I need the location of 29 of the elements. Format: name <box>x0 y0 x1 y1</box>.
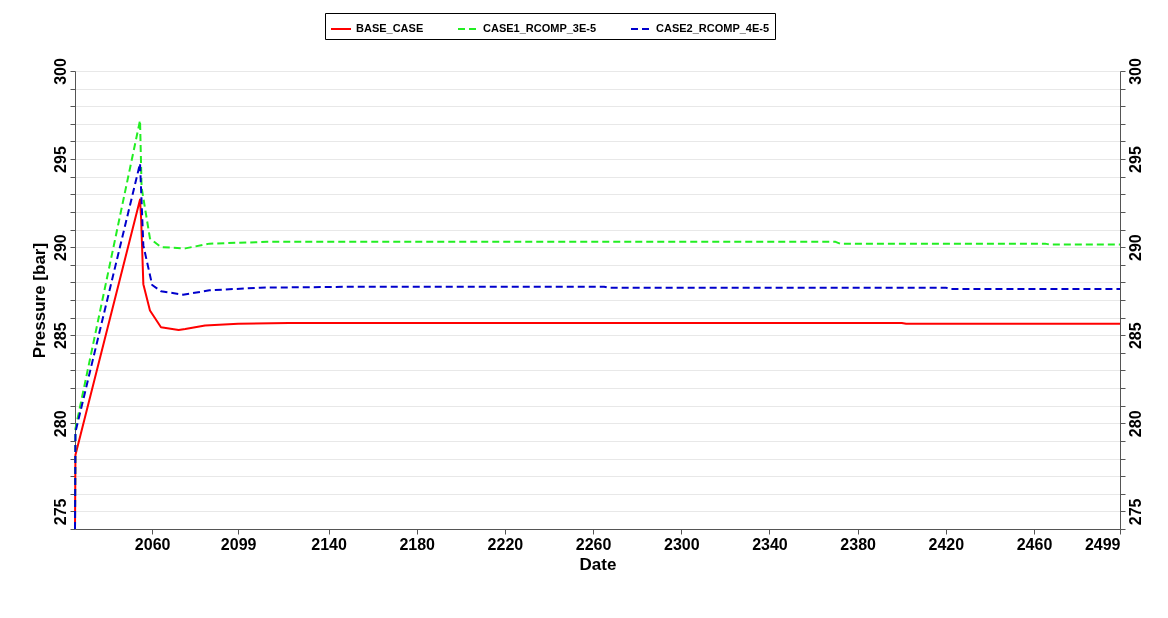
x-tick-label: 2099 <box>220 535 257 553</box>
x-tick-label: 2380 <box>840 535 877 553</box>
legend-label: BASE_CASE <box>356 22 424 34</box>
y-axis-title: Pressure [bar] <box>29 242 49 359</box>
y-tick-label: 295 <box>51 146 69 173</box>
legend-label: CASE2_RCOMP_4E-5 <box>656 22 770 34</box>
x-tick-label: 2060 <box>134 535 171 553</box>
legend-label: CASE1_RCOMP_3E-5 <box>483 22 597 34</box>
x-tick-label: 2180 <box>399 535 436 553</box>
x-tick-label: 2340 <box>752 535 788 553</box>
x-tick-label: 2499 <box>1084 535 1121 553</box>
x-tick-label: 2260 <box>575 535 612 553</box>
y2-tick-label: 300 <box>1126 58 1144 85</box>
y-tick-label: 290 <box>51 234 69 262</box>
x-tick-label: 2220 <box>487 535 524 553</box>
y2-tick-label: 285 <box>1126 322 1144 350</box>
x-axis-title: Date <box>579 554 617 574</box>
y-tick-label: 300 <box>51 58 69 85</box>
x-tick-label: 2300 <box>663 535 700 553</box>
y-tick-label: 280 <box>51 410 69 438</box>
x-tick-label: 2420 <box>928 535 965 553</box>
y2-tick-label: 290 <box>1126 234 1144 262</box>
y-tick-label: 285 <box>51 322 69 350</box>
y2-tick-label: 275 <box>1126 498 1144 526</box>
y2-tick-label: 280 <box>1126 410 1144 438</box>
y2-tick-label: 295 <box>1126 146 1144 173</box>
x-tick-label: 2460 <box>1016 535 1053 553</box>
y-tick-label: 275 <box>51 498 69 526</box>
x-tick-label: 2140 <box>311 535 347 553</box>
